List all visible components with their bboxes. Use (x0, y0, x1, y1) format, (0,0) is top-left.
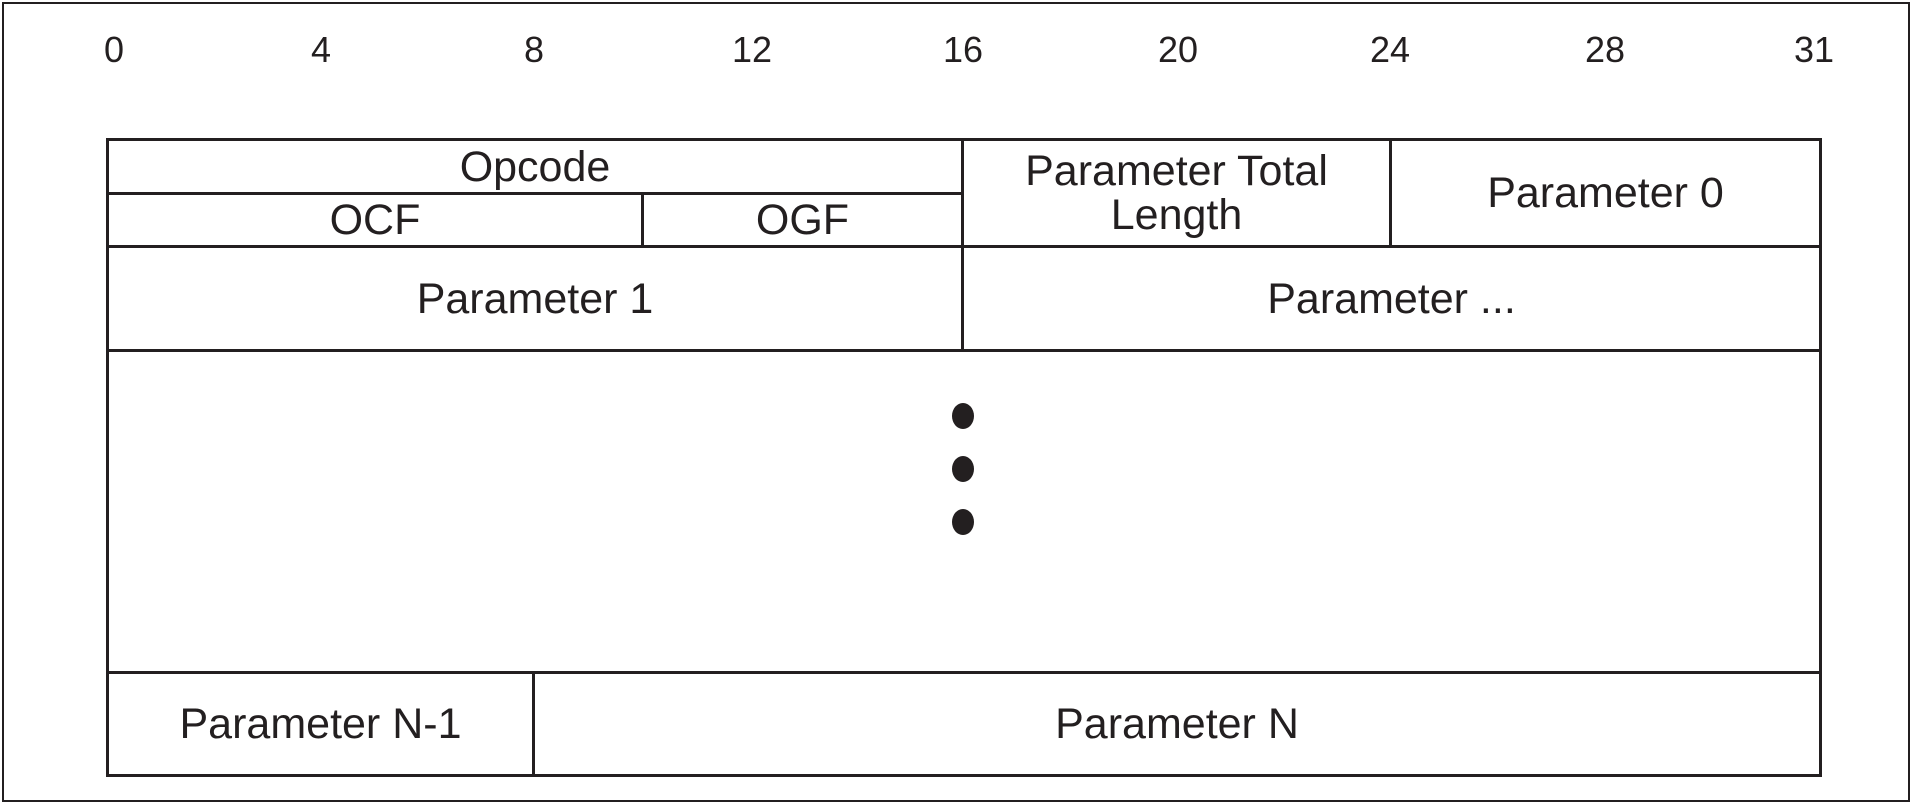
row-divider-2 (106, 349, 1822, 352)
bit-tick-28: 28 (1584, 29, 1626, 70)
bit-tick-16: 16 (942, 29, 984, 70)
bit-tick-31: 31 (1793, 29, 1835, 70)
row-divider-3 (106, 671, 1822, 674)
opcode-divider (106, 192, 964, 195)
bit-tick-24: 24 (1369, 29, 1411, 70)
field-parameter-n-minus-1: Parameter N-1 (179, 700, 462, 748)
mid-divider (961, 138, 964, 352)
field-parameter-1: Parameter 1 (416, 274, 654, 323)
field-parameter-ellipsis: Parameter ... (1267, 274, 1516, 323)
bit-tick-20: 20 (1157, 29, 1199, 70)
field-parameter-n: Parameter N (1055, 700, 1299, 748)
ellipsis-dot (952, 509, 974, 535)
row-divider-1 (106, 245, 1822, 248)
ellipsis-dot (952, 456, 974, 482)
bit-tick-4: 4 (310, 29, 332, 70)
parameter-total-length-line1: Parameter Total (1025, 147, 1328, 195)
bit-tick-0: 0 (103, 29, 125, 70)
field-ocf: OCF (329, 196, 421, 244)
bit-tick-12: 12 (731, 29, 773, 70)
bit-tick-8: 8 (523, 29, 545, 70)
ellipsis-dot (952, 403, 974, 429)
parameter-total-length-line2: Length (1110, 191, 1243, 239)
table-right-border (1819, 138, 1822, 777)
field-ogf: OGF (755, 196, 850, 244)
table-left-border (106, 138, 109, 777)
table-top-border (106, 138, 1822, 141)
length-param0-divider (1389, 138, 1392, 248)
field-opcode: Opcode (459, 142, 611, 191)
paramN-divider (532, 671, 535, 777)
ocf-ogf-divider (641, 192, 644, 248)
field-parameter-total-length: Parameter Total Length (964, 141, 1389, 245)
table-bottom-border (106, 774, 1822, 777)
field-parameter-0: Parameter 0 (1487, 169, 1724, 217)
